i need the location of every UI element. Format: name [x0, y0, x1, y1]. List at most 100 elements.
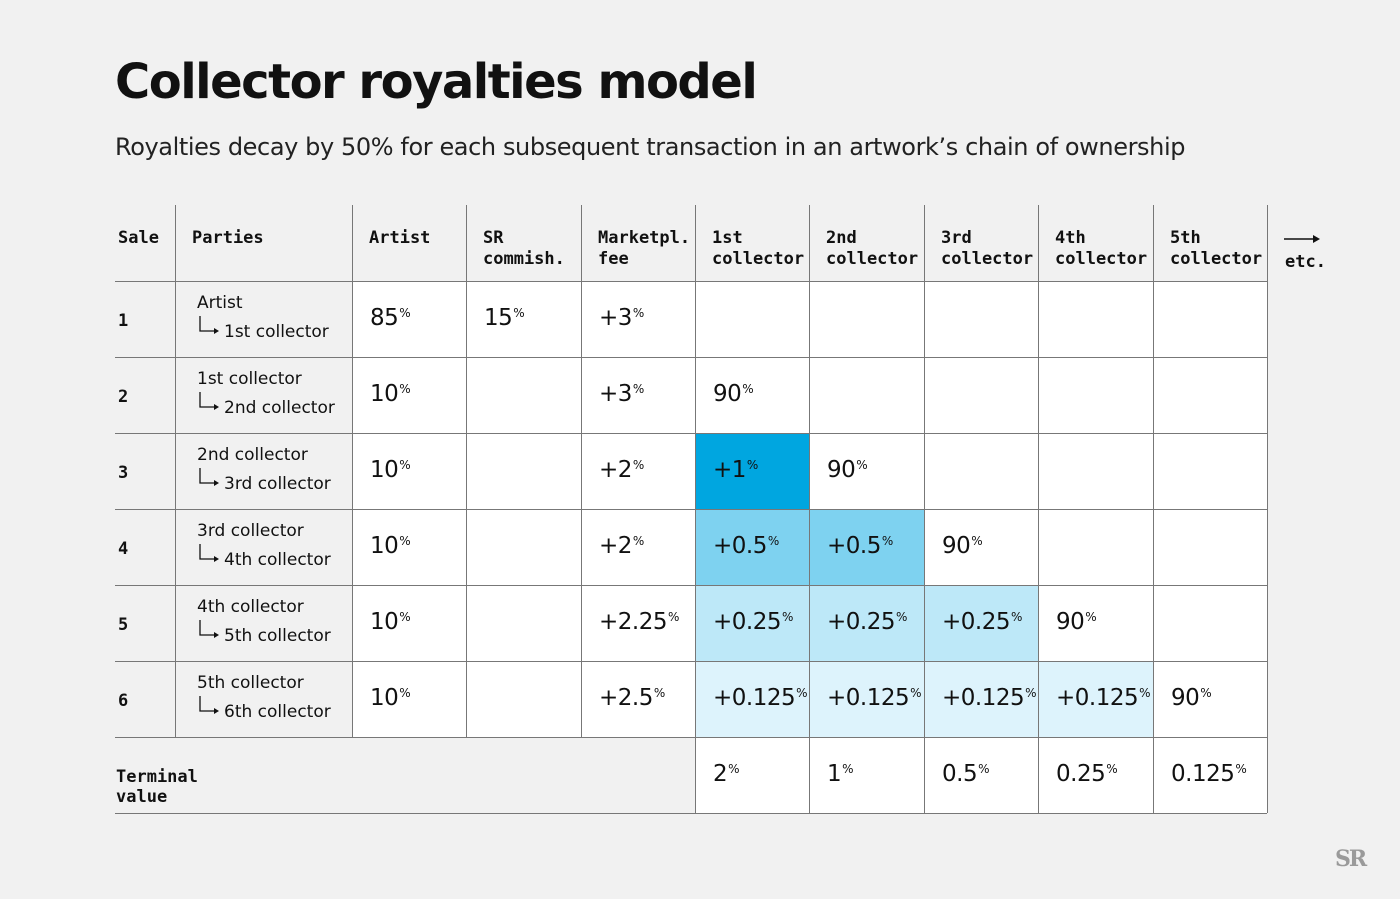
cell-bg: [581, 585, 695, 661]
terminal-cell-bg: [809, 737, 924, 813]
cell-bg: [695, 509, 809, 585]
cell-bg: [924, 357, 1038, 433]
cell-bg: [352, 509, 466, 585]
cell-bg: [1153, 357, 1267, 433]
cell-bg: [466, 509, 581, 585]
cell-bg: [581, 357, 695, 433]
collector-royalty: +0.25%: [713, 609, 793, 635]
column-header: 1st collector: [712, 228, 805, 269]
return-arrow-icon: [198, 392, 220, 412]
terminal-cell-bg: [1153, 737, 1267, 813]
grid-line: [1038, 205, 1039, 813]
artist-royalty: 10%: [370, 381, 411, 407]
cell-bg: [581, 509, 695, 585]
terminal-value: 2%: [713, 761, 740, 787]
terminal-value-label: Terminal value: [116, 767, 198, 807]
party-to: 3rd collector: [224, 474, 331, 494]
terminal-cell-bg: [695, 737, 809, 813]
cell-bg: [924, 433, 1038, 509]
cell-bg: [1153, 281, 1267, 357]
column-header: 3rd collector: [941, 228, 1034, 269]
cell-bg: [581, 281, 695, 357]
grid-line: [115, 281, 1267, 282]
grid-line: [115, 813, 1267, 814]
party-to: 5th collector: [224, 626, 331, 646]
collector-royalty: +1%: [713, 457, 758, 483]
cell-bg: [1038, 585, 1153, 661]
cell-bg: [809, 585, 924, 661]
party-from: 1st collector: [197, 369, 302, 389]
grid-line: [115, 737, 1267, 738]
etc-label: etc.: [1285, 252, 1326, 272]
collector-royalty: +0.25%: [827, 609, 907, 635]
grid-line: [466, 205, 467, 737]
cell-bg: [1153, 585, 1267, 661]
collector-royalty: +0.5%: [827, 533, 893, 559]
party-to: 1st collector: [224, 322, 329, 342]
marketplace-fee: +3%: [599, 381, 644, 407]
cell-bg: [1038, 661, 1153, 737]
grid-line: [115, 585, 1267, 586]
cell-bg: [809, 281, 924, 357]
column-header: 5th collector: [1170, 228, 1263, 269]
cell-bg: [809, 509, 924, 585]
collector-royalty: +0.125%: [713, 685, 808, 711]
cell-bg: [1038, 433, 1153, 509]
chart-title: Collector royalties model: [115, 54, 758, 110]
grid-line: [1153, 205, 1154, 813]
sale-number: 1: [118, 311, 129, 331]
cell-bg: [695, 661, 809, 737]
column-header: Marketpl. fee: [598, 228, 691, 269]
column-header: Parties: [192, 228, 264, 248]
return-arrow-icon: [198, 696, 220, 716]
cell-bg: [581, 433, 695, 509]
artist-royalty: 10%: [370, 533, 411, 559]
grid-line: [352, 205, 353, 737]
cell-bg: [1153, 509, 1267, 585]
artist-royalty: 10%: [370, 685, 411, 711]
cell-bg: [352, 661, 466, 737]
right-arrow-icon: [1284, 232, 1320, 244]
terminal-value: 0.25%: [1056, 761, 1118, 787]
collector-royalty: 90%: [1056, 609, 1097, 635]
sr-logo: SR: [1335, 846, 1367, 872]
cell-bg: [695, 357, 809, 433]
grid-line: [695, 205, 696, 813]
chart-subtitle: Royalties decay by 50% for each subseque…: [115, 133, 1186, 161]
cell-bg: [809, 661, 924, 737]
collector-royalty: 90%: [942, 533, 983, 559]
cell-bg: [466, 433, 581, 509]
party-to: 6th collector: [224, 702, 331, 722]
sale-number: 6: [118, 691, 129, 711]
cell-bg: [1153, 661, 1267, 737]
party-from: 5th collector: [197, 673, 304, 693]
artist-royalty: 85%: [370, 305, 411, 331]
grid-line: [115, 661, 1267, 662]
collector-royalty: 90%: [827, 457, 868, 483]
terminal-value: 1%: [827, 761, 854, 787]
return-arrow-icon: [198, 468, 220, 488]
cell-bg: [352, 281, 466, 357]
column-header: SR commish.: [483, 228, 565, 269]
column-header: Artist: [369, 228, 431, 248]
cell-bg: [581, 661, 695, 737]
terminal-value: 0.125%: [1171, 761, 1247, 787]
cell-bg: [924, 585, 1038, 661]
return-arrow-icon: [198, 544, 220, 564]
party-from: 2nd collector: [197, 445, 308, 465]
cell-bg: [466, 661, 581, 737]
cell-bg: [1153, 433, 1267, 509]
cell-bg: [1038, 357, 1153, 433]
cell-bg: [809, 433, 924, 509]
collector-royalty: 90%: [713, 381, 754, 407]
return-arrow-icon: [198, 620, 220, 640]
cell-bg: [924, 661, 1038, 737]
grid-line: [924, 205, 925, 813]
party-from: Artist: [197, 293, 243, 313]
cell-bg: [466, 281, 581, 357]
marketplace-fee: +2%: [599, 457, 644, 483]
terminal-cell-bg: [924, 737, 1038, 813]
party-from: 4th collector: [197, 597, 304, 617]
cell-bg: [695, 281, 809, 357]
terminal-cell-bg: [1038, 737, 1153, 813]
